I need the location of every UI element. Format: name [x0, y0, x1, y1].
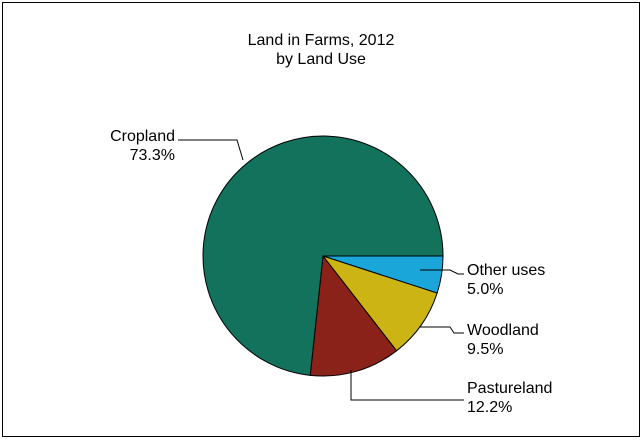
slice-value-label: 73.3% [130, 147, 175, 164]
pie-slice-cropland [202, 135, 444, 376]
leader-line [350, 370, 464, 401]
pie-slice-pastureland [309, 254, 398, 377]
slice-labels: Other uses 5.0% Woodland 9.5% Pastureland 12.… [110, 128, 552, 416]
leader-line [178, 139, 244, 161]
leader-line [419, 326, 464, 334]
leader-line [420, 269, 464, 275]
slice-label: Cropland [110, 128, 175, 145]
slice-label: Woodland [467, 322, 539, 339]
slice-value-label: 9.5% [467, 341, 503, 358]
leader-lines [178, 139, 464, 401]
chart-title: Land in Farms, 2012 [248, 32, 395, 49]
slice-label: Pastureland [467, 380, 552, 397]
pie-slices [202, 135, 444, 377]
slice-value-label: 5.0% [467, 281, 503, 298]
chart-subtitle: by Land Use [276, 51, 366, 68]
slice-label: Other uses [467, 262, 545, 279]
slice-value-label: 12.2% [467, 399, 512, 416]
